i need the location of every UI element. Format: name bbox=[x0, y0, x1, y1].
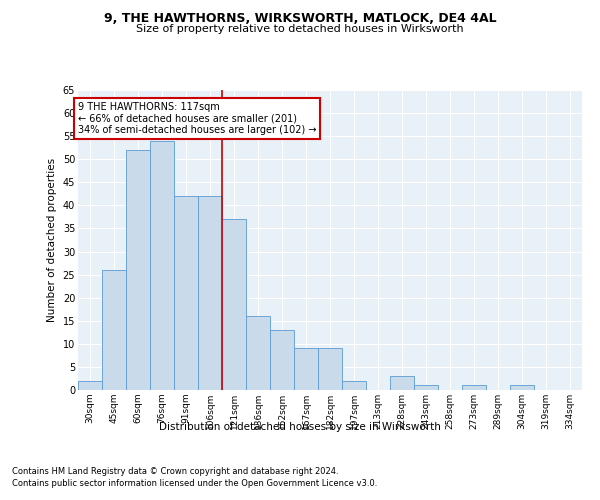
Text: Size of property relative to detached houses in Wirksworth: Size of property relative to detached ho… bbox=[136, 24, 464, 34]
Bar bbox=[390, 376, 414, 390]
Bar bbox=[126, 150, 150, 390]
Bar bbox=[294, 348, 318, 390]
Text: 9, THE HAWTHORNS, WIRKSWORTH, MATLOCK, DE4 4AL: 9, THE HAWTHORNS, WIRKSWORTH, MATLOCK, D… bbox=[104, 12, 496, 26]
Bar bbox=[222, 219, 246, 390]
Y-axis label: Number of detached properties: Number of detached properties bbox=[47, 158, 57, 322]
Text: Contains HM Land Registry data © Crown copyright and database right 2024.: Contains HM Land Registry data © Crown c… bbox=[12, 467, 338, 476]
Bar bbox=[150, 141, 174, 390]
Bar bbox=[102, 270, 126, 390]
Bar bbox=[462, 386, 486, 390]
Bar bbox=[270, 330, 294, 390]
Text: Contains public sector information licensed under the Open Government Licence v3: Contains public sector information licen… bbox=[12, 478, 377, 488]
Bar bbox=[174, 196, 198, 390]
Bar bbox=[78, 381, 102, 390]
Bar bbox=[342, 381, 366, 390]
Bar bbox=[246, 316, 270, 390]
Text: Distribution of detached houses by size in Wirksworth: Distribution of detached houses by size … bbox=[159, 422, 441, 432]
Text: 9 THE HAWTHORNS: 117sqm
← 66% of detached houses are smaller (201)
34% of semi-d: 9 THE HAWTHORNS: 117sqm ← 66% of detache… bbox=[78, 102, 317, 134]
Bar bbox=[318, 348, 342, 390]
Bar bbox=[510, 386, 534, 390]
Bar bbox=[414, 386, 438, 390]
Bar bbox=[198, 196, 222, 390]
